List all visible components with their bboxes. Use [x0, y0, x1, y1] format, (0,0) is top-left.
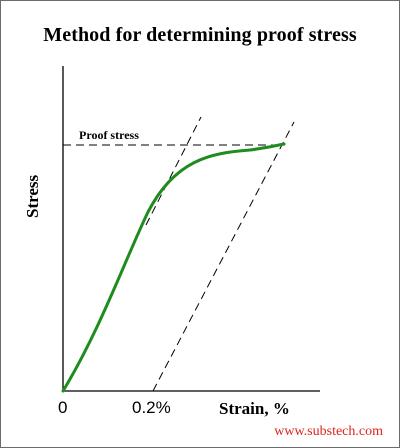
x-axis-label: Strain, % [219, 399, 290, 418]
y-axis-label: Stress [23, 174, 42, 218]
diagram-title: Method for determining proof stress [43, 24, 357, 46]
watermark-text: www.substech.com [274, 424, 383, 439]
origin-tick-label: 0 [58, 398, 67, 417]
stress-strain-curve [61, 142, 286, 393]
offset-line [152, 121, 295, 392]
offset-tick-label: 0.2% [132, 398, 171, 417]
elastic-tangent-line [145, 116, 202, 226]
proof-stress-label: Proof stress [79, 128, 139, 142]
